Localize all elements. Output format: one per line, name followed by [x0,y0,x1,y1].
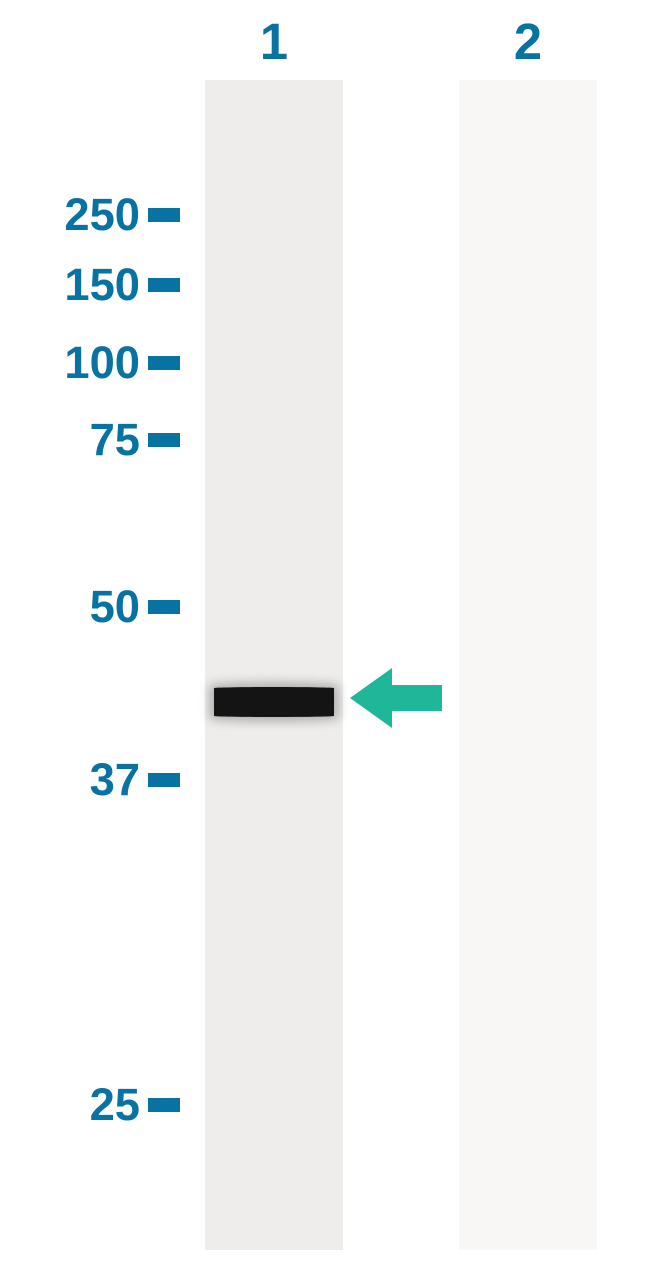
mw-label: 37 [30,754,140,806]
mw-marker-75: 75 [30,414,180,466]
mw-label: 100 [30,337,140,389]
lane-1 [205,80,343,1250]
blot-canvas: 1 2 250 150 100 75 50 37 25 [0,0,650,1270]
lane-header-2: 2 [459,12,597,71]
lane-1-track [205,80,343,1250]
mw-tick-icon [148,208,180,222]
mw-marker-150: 150 [30,259,180,311]
mw-tick-icon [148,356,180,370]
mw-marker-50: 50 [30,581,180,633]
mw-marker-37: 37 [30,754,180,806]
lane-2-track [459,80,597,1250]
mw-tick-icon [148,773,180,787]
lane-header-1: 1 [205,12,343,71]
mw-tick-icon [148,433,180,447]
lane-1-band [214,687,334,717]
mw-marker-250: 250 [30,189,180,241]
mw-tick-icon [148,278,180,292]
mw-tick-icon [148,600,180,614]
band-arrow-icon [350,668,442,728]
mw-marker-25: 25 [30,1079,180,1131]
mw-label: 25 [30,1079,140,1131]
arrow-head-icon [350,668,392,728]
mw-label: 150 [30,259,140,311]
mw-label: 75 [30,414,140,466]
mw-label: 50 [30,581,140,633]
mw-label: 250 [30,189,140,241]
mw-marker-100: 100 [30,337,180,389]
mw-tick-icon [148,1098,180,1112]
arrow-shaft-icon [392,685,442,711]
lane-2 [459,80,597,1250]
